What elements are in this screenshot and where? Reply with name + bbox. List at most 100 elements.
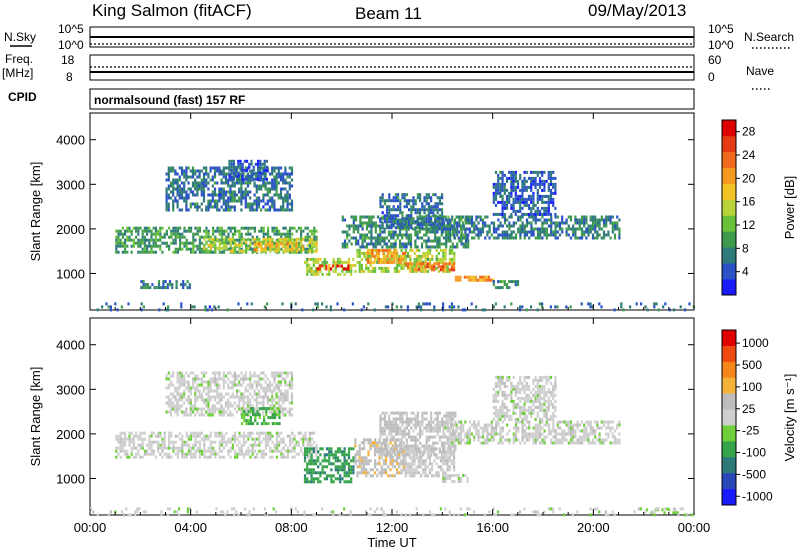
- echo-cell: [328, 272, 331, 276]
- echo-cell: [223, 437, 226, 441]
- echo-cell: [339, 447, 342, 451]
- echo-cell: [288, 208, 291, 212]
- echo-cell: [220, 440, 223, 444]
- echo-cell: [308, 257, 311, 261]
- echo-cell: [202, 389, 206, 393]
- echo-cell: [290, 377, 294, 381]
- echo-cell: [269, 431, 272, 435]
- echo-cell: [399, 414, 402, 418]
- echo-cell: [273, 245, 276, 249]
- echo-cell: [168, 452, 171, 456]
- echo-cell: [332, 456, 335, 460]
- echo-cell: [240, 247, 243, 251]
- echo-cell: [460, 215, 463, 219]
- echo-cell: [242, 437, 245, 441]
- echo-cell: [419, 447, 422, 451]
- echo-cell: [192, 241, 195, 245]
- echo-cell: [267, 237, 270, 241]
- echo-cell: [258, 242, 261, 246]
- echo-cell: [390, 230, 393, 234]
- echo-cell: [286, 229, 289, 233]
- echo-cell: [257, 168, 260, 172]
- echo-cell: [388, 248, 391, 252]
- echo-cell: [209, 246, 212, 250]
- echo-cell: [192, 247, 195, 251]
- echo-cell: [393, 257, 396, 261]
- echo-cell: [240, 184, 243, 188]
- echo-cell: [416, 215, 419, 219]
- echo-cell: [390, 217, 393, 221]
- echo-cell: [431, 221, 435, 225]
- echo-cell: [328, 263, 331, 267]
- echo-cell: [442, 227, 445, 231]
- echo-cell: [368, 224, 371, 228]
- echo-cell: [165, 172, 168, 176]
- echo-cell: [394, 444, 397, 448]
- echo-cell: [194, 449, 197, 453]
- echo-cell: [286, 395, 289, 399]
- echo-cell: [202, 193, 206, 197]
- echo-cell: [141, 235, 144, 239]
- echo-cell: [194, 205, 197, 209]
- echo-cell: [345, 462, 348, 466]
- echo-cell: [245, 452, 248, 456]
- echo-cell: [403, 411, 406, 415]
- echo-cell: [390, 242, 393, 246]
- echo-cell: [453, 254, 456, 258]
- echo-cell: [205, 380, 208, 384]
- echo-cell: [282, 237, 285, 241]
- echo-cell: [227, 166, 230, 170]
- echo-cell: [159, 446, 162, 450]
- echo-cell: [431, 230, 435, 234]
- echo-cell: [547, 194, 550, 198]
- echo-cell: [227, 392, 230, 396]
- echo-cell: [277, 208, 280, 212]
- echo-cell: [117, 452, 120, 456]
- echo-cell: [397, 208, 400, 212]
- echo-cell: [169, 374, 173, 378]
- echo-cell: [275, 431, 278, 435]
- echo-cell: [267, 443, 270, 447]
- echo-cell: [194, 172, 197, 176]
- echo-cell: [294, 302, 297, 306]
- echo-cell: [484, 236, 487, 240]
- echo-cell: [280, 237, 283, 241]
- echo-cell: [453, 227, 456, 231]
- echo-cell: [142, 280, 145, 284]
- echo-cell: [554, 233, 557, 237]
- echo-cell: [419, 199, 422, 203]
- echo-cell: [530, 185, 533, 189]
- echo-cell: [303, 477, 307, 481]
- echo-cell: [235, 395, 239, 399]
- echo-cell: [218, 398, 221, 402]
- echo-cell: [143, 241, 146, 245]
- echo-cell: [594, 230, 597, 234]
- echo-cell: [191, 377, 195, 381]
- echo-cell: [238, 440, 241, 444]
- echo-cell: [399, 226, 402, 230]
- echo-cell: [416, 236, 419, 240]
- echo-cell: [505, 200, 509, 204]
- echo-cell: [334, 263, 337, 267]
- echo-cell: [222, 410, 225, 414]
- echo-cell: [228, 162, 231, 166]
- echo-cell: [436, 230, 439, 234]
- echo-cell: [361, 227, 364, 231]
- echo-cell: [530, 200, 533, 204]
- echo-cell: [245, 422, 248, 426]
- echo-cell: [162, 286, 165, 290]
- echo-cell: [152, 449, 155, 453]
- echo-cell: [180, 193, 184, 197]
- echo-cell: [374, 224, 377, 228]
- echo-cell: [392, 236, 395, 240]
- echo-cell: [273, 199, 276, 203]
- echo-cell: [268, 383, 272, 387]
- echo-cell: [223, 434, 226, 438]
- echo-cell: [398, 233, 402, 237]
- echo-cell: [354, 218, 358, 222]
- echo-cell: [506, 230, 509, 234]
- echo-cell: [389, 459, 392, 463]
- echo-cell: [101, 305, 104, 309]
- echo-cell: [265, 168, 268, 172]
- echo-cell: [231, 235, 234, 239]
